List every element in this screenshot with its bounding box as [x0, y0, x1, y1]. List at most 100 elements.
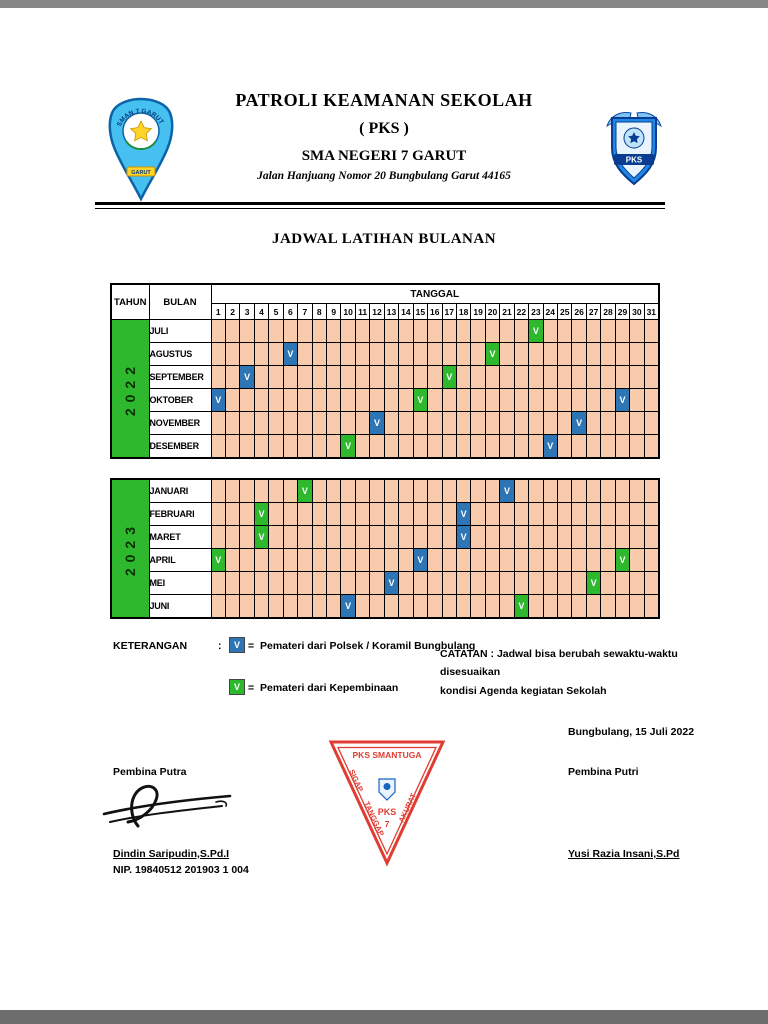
pks-badge-logo: PKS	[606, 112, 662, 186]
mark-cell: V	[484, 342, 501, 366]
date-cell	[556, 365, 573, 389]
date-cell	[455, 434, 472, 459]
date-cell	[412, 319, 429, 343]
date-cell	[484, 365, 501, 389]
date-cell	[585, 548, 602, 572]
date-cell	[224, 502, 241, 526]
date-cell	[614, 319, 631, 343]
date-cell	[239, 502, 255, 526]
date-cell	[253, 594, 270, 619]
date-cell	[614, 594, 631, 619]
date-cell	[484, 525, 501, 549]
date-cell	[556, 571, 573, 595]
mark-cell: V	[282, 342, 299, 366]
date-cell	[542, 548, 559, 572]
keterangan-label: KETERANGAN	[113, 640, 188, 652]
date-cell	[513, 525, 530, 549]
date-cell	[470, 434, 486, 459]
mark-cell: V	[614, 548, 631, 572]
keterangan-colon: :	[218, 640, 222, 652]
date-cell	[268, 365, 284, 389]
date-cell	[311, 502, 328, 526]
date-cell	[600, 525, 616, 549]
date-cell	[571, 548, 587, 572]
date-cell	[528, 388, 544, 412]
date-cell	[412, 434, 429, 459]
date-cell	[556, 319, 573, 343]
legend-blue-box: V	[229, 637, 245, 653]
date-cell	[412, 594, 429, 619]
date-cell	[455, 365, 472, 389]
date-cell	[311, 319, 328, 343]
date-cell	[383, 411, 400, 435]
date-cell	[210, 478, 226, 503]
date-cell	[239, 319, 255, 343]
date-cell	[643, 502, 660, 526]
month-cell: DESEMBER	[148, 434, 212, 459]
date-cell	[600, 434, 616, 459]
date-cell	[282, 388, 299, 412]
date-number: 24	[542, 303, 559, 320]
catatan-note: CATATAN : Jadwal bisa berubah sewaktu-wa…	[440, 645, 680, 700]
mark-cell: V	[585, 571, 602, 595]
month-cell: JULI	[148, 319, 212, 343]
viewer-bottom-bar	[0, 1010, 768, 1024]
date-cell	[542, 525, 559, 549]
date-number: 10	[340, 303, 356, 320]
schedule-table-2023: 2023 JANUARI V V FEBRUARI V V MARET V V APRIL V V V ME…	[110, 478, 660, 619]
date-cell	[600, 478, 616, 503]
date-cell	[282, 525, 299, 549]
date-cell	[600, 411, 616, 435]
date-cell	[383, 319, 400, 343]
date-cell	[513, 411, 530, 435]
date-cell	[427, 342, 443, 366]
date-cell	[268, 411, 284, 435]
mark-cell: V	[253, 525, 270, 549]
date-cell	[427, 502, 443, 526]
date-cell	[455, 594, 472, 619]
date-cell	[600, 594, 616, 619]
date-cell	[412, 411, 429, 435]
date-cell	[369, 525, 385, 549]
month-cell: APRIL	[148, 548, 212, 572]
date-cell	[398, 525, 414, 549]
schedule-table-2022: TAHUN BULAN TANGGAL 1 2 3 4 5 6 7 8 9 10 11 12 13 14 15 16…	[110, 283, 660, 459]
date-cell	[513, 388, 530, 412]
date-cell	[253, 571, 270, 595]
date-cell	[325, 434, 342, 459]
date-cell	[629, 525, 645, 549]
date-cell	[585, 525, 602, 549]
date-cell	[614, 434, 631, 459]
date-cell	[268, 525, 284, 549]
date-cell	[268, 319, 284, 343]
date-cell	[441, 525, 457, 549]
bulan-header: BULAN	[148, 283, 212, 320]
date-cell	[311, 525, 328, 549]
date-cell	[297, 342, 313, 366]
date-cell	[297, 411, 313, 435]
date-cell	[325, 594, 342, 619]
month-cell: AGUSTUS	[148, 342, 212, 366]
date-cell	[369, 548, 385, 572]
badge-banner	[614, 154, 654, 165]
date-cell	[585, 478, 602, 503]
date-cell	[427, 365, 443, 389]
date-cell	[340, 388, 356, 412]
month-cell: MEI	[148, 571, 212, 595]
crest-dot	[383, 783, 391, 790]
date-cell	[297, 594, 313, 619]
year-cell: 2022	[110, 319, 150, 459]
date-cell	[542, 411, 559, 435]
date-cell	[499, 319, 515, 343]
date-cell	[499, 594, 515, 619]
school-address: Jalan Hanjuang Nomor 20 Bungbulang Garut…	[257, 170, 511, 182]
date-cell	[224, 411, 241, 435]
date-cell	[528, 525, 544, 549]
star-icon	[628, 132, 640, 144]
date-cell	[542, 478, 559, 503]
date-cell	[297, 319, 313, 343]
date-cell	[629, 594, 645, 619]
date-cell	[354, 502, 371, 526]
left-signer-nip: NIP. 19840512 201903 1 004	[113, 864, 249, 876]
date-cell	[282, 319, 299, 343]
